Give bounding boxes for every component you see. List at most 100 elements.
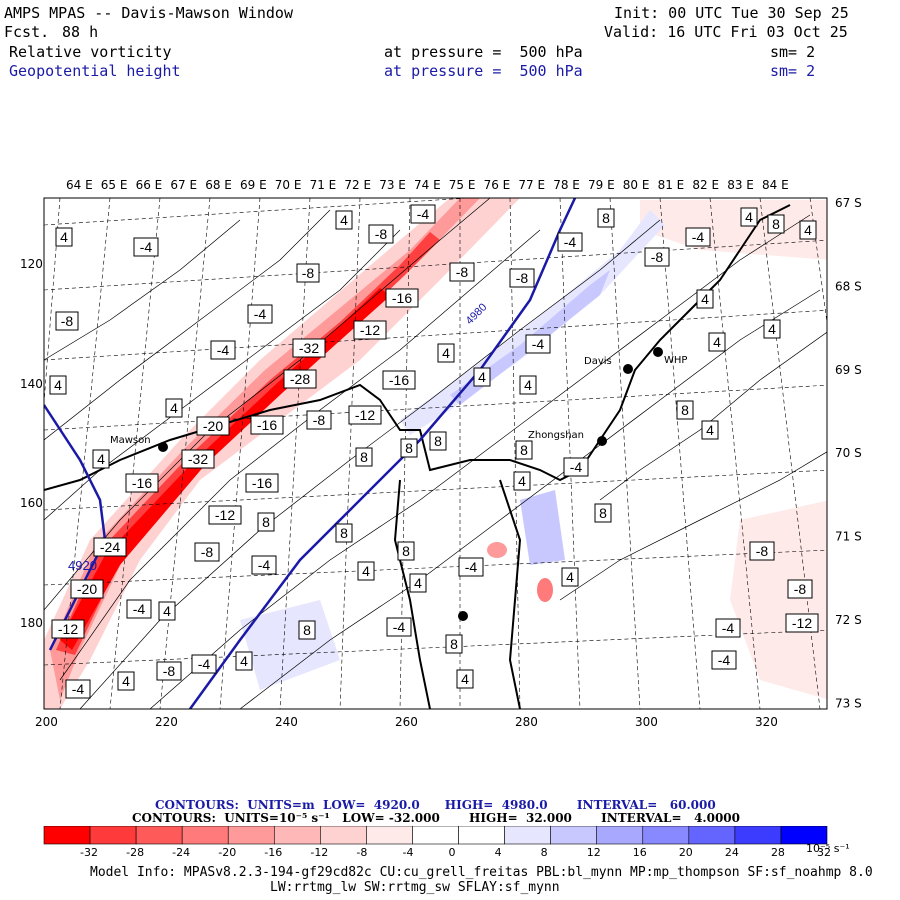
colorbar-tick-label: 0	[448, 846, 456, 859]
contour-label: 4	[158, 601, 176, 621]
colorbar-tick-label: 8	[540, 846, 548, 859]
contour-label: 4	[55, 227, 73, 247]
svg-text:8: 8	[602, 210, 610, 226]
svg-text:8: 8	[303, 622, 311, 638]
x-tick-label: 220	[155, 715, 178, 729]
contour-label: -4	[711, 650, 737, 670]
contour-label: 4	[235, 651, 253, 671]
svg-text:8: 8	[340, 525, 348, 541]
svg-text:8: 8	[262, 514, 270, 530]
contour-label: -12	[353, 320, 387, 340]
contour-label: 8	[445, 634, 463, 654]
contour-label: 8	[257, 512, 275, 532]
station-mawson-label: Mawson	[110, 435, 151, 446]
contour-label: -16	[245, 473, 279, 493]
longitude-label: 71 E	[310, 178, 337, 192]
svg-text:-12: -12	[58, 621, 78, 637]
svg-text:-4: -4	[722, 620, 735, 636]
longitude-label: 76 E	[484, 178, 511, 192]
colorbar-segment	[43, 826, 91, 845]
model-title: AMPS MPAS -- Davis-Mawson Window	[4, 4, 293, 22]
ice-shelf-edge	[393, 479, 431, 709]
longitude-label: 83 E	[727, 178, 754, 192]
svg-text:-4: -4	[692, 229, 705, 245]
colorbar-segment	[412, 826, 459, 845]
svg-text:-8: -8	[756, 543, 769, 559]
contour-label: -20	[196, 416, 230, 436]
longitude-label: 74 E	[414, 178, 441, 192]
colorbar-tick-label: -24	[172, 846, 191, 859]
x-tick-label: 320	[755, 715, 778, 729]
svg-text:4: 4	[414, 575, 422, 591]
height-contour-label-4920: 4920	[68, 558, 97, 573]
svg-text:-16: -16	[257, 417, 277, 433]
colorbar-segment	[550, 826, 598, 845]
longitude-label: 78 E	[553, 178, 580, 192]
svg-text:-4: -4	[133, 601, 146, 617]
colorbar-units: 10⁻⁵ s⁻¹	[806, 842, 850, 855]
contour-label: -8	[509, 268, 535, 288]
svg-text:-16: -16	[132, 475, 152, 491]
svg-text:-4: -4	[564, 234, 577, 250]
contour-label: 4	[799, 220, 817, 240]
svg-text:-8: -8	[302, 265, 315, 281]
vorticity-shading-strong	[56, 232, 440, 655]
contour-label: -4	[386, 617, 412, 637]
contour-label: -32	[292, 338, 326, 358]
contour-label: -4	[65, 679, 91, 699]
svg-text:4: 4	[768, 321, 776, 337]
contour-label: 4	[409, 573, 427, 593]
contour-label: -8	[749, 541, 775, 561]
colorbar-segment	[458, 826, 505, 845]
contour-label: 4	[561, 567, 579, 587]
x-tick-label: 200	[35, 715, 58, 729]
svg-text:-20: -20	[77, 581, 97, 597]
longitude-label: 73 E	[379, 178, 406, 192]
colorbar-tick-label: -8	[356, 846, 368, 859]
colorbar-segment	[642, 826, 690, 845]
station-inland-marker	[458, 611, 468, 621]
latitude-label: 71 S	[835, 530, 862, 544]
contour-label: -8	[368, 224, 394, 244]
contour-label: 4	[696, 289, 714, 309]
contour-label: -20	[70, 579, 104, 599]
colorbar-tick-label: 28	[770, 846, 785, 859]
contour-label: -8	[55, 311, 79, 331]
svg-text:-4: -4	[254, 306, 267, 322]
svg-text:4: 4	[706, 422, 714, 438]
svg-text:8: 8	[520, 442, 528, 458]
contour-label: -16	[385, 288, 419, 308]
svg-text:4: 4	[713, 334, 721, 350]
svg-text:-8: -8	[794, 581, 807, 597]
contour-label: 4	[740, 207, 758, 227]
svg-text:8: 8	[402, 543, 410, 559]
station-zhongshan-marker	[597, 436, 607, 446]
contour-label: -8	[156, 661, 182, 681]
latitude-label: 73 S	[835, 696, 862, 710]
svg-text:-12: -12	[215, 507, 235, 523]
svg-text:8: 8	[360, 449, 368, 465]
svg-text:4: 4	[478, 369, 486, 385]
colorbar-tick-label: -28	[126, 846, 145, 859]
svg-text:-4: -4	[198, 656, 211, 672]
svg-text:-4: -4	[393, 619, 406, 635]
svg-text:-4: -4	[465, 559, 478, 575]
colorbar-tick-label: -20	[218, 846, 237, 859]
contour-labels: 4 -4 -8 -4 -8 -4 -32 -12 -28 -16 -16 -8 …	[49, 204, 819, 699]
colorbar-tick-label: 16	[632, 846, 647, 859]
svg-text:-12: -12	[355, 407, 375, 423]
svg-text:-4: -4	[570, 459, 583, 475]
contour-label: -4	[685, 227, 711, 247]
contour-label: -4	[247, 304, 273, 324]
svg-text:-4: -4	[417, 206, 430, 222]
colorbar-segment	[780, 826, 828, 845]
colorbar-segment	[227, 826, 275, 845]
svg-text:-32: -32	[188, 451, 208, 467]
forecast-label: Fcst.	[4, 23, 50, 41]
contour-label: 4	[357, 561, 375, 581]
contour-label: 8	[397, 541, 415, 561]
valid-time: Valid: 16 UTC Fri 03 Oct 25	[604, 23, 848, 41]
longitude-label: 68 E	[205, 178, 232, 192]
svg-text:4: 4	[97, 451, 105, 467]
station-whp-label: WHP	[664, 355, 687, 366]
